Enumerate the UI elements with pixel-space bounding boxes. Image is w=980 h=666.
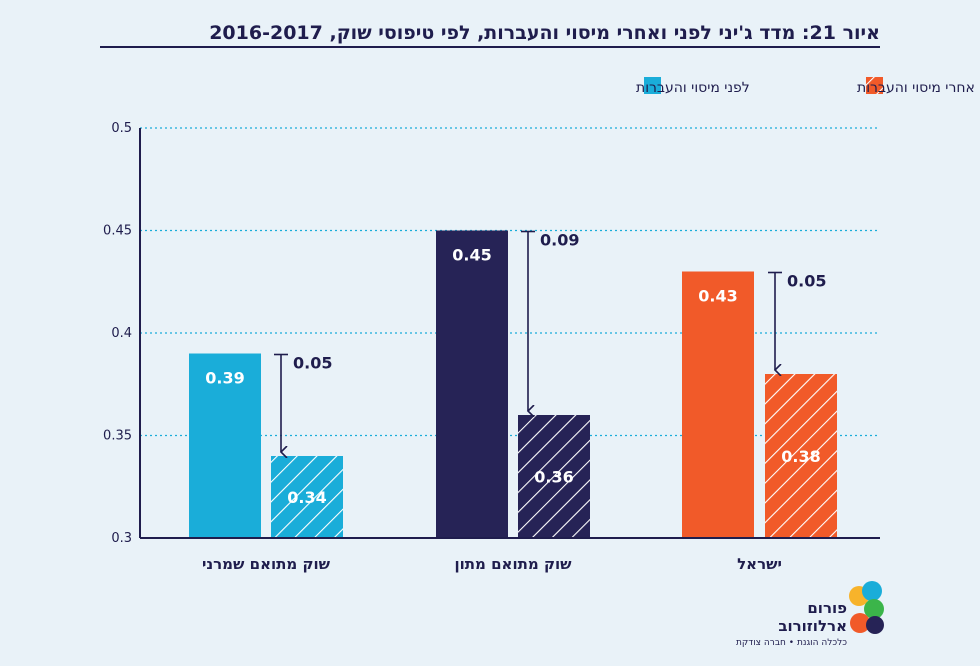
y-tick-label: 0.35 <box>103 429 132 444</box>
bars <box>189 230 837 538</box>
legend-after-label: אחרי מיסוי והעברות <box>857 80 975 96</box>
data-label-before: 0.45 <box>452 246 491 265</box>
bar-after <box>271 456 343 538</box>
bar-after <box>765 374 837 538</box>
y-axis-ticks: 0.3 0.35 0.4 0.45 0.5 <box>103 121 132 546</box>
data-labels: 0.39 0.34 0.05 0.45 0.36 0.09 0.43 0.38 0.05 <box>205 231 826 508</box>
y-tick-label: 0.4 <box>111 326 132 341</box>
y-tick-label: 0.3 <box>111 531 132 546</box>
legend: אחרי מיסוי והעברות לפני מיסוי והעברות <box>636 77 975 96</box>
category-label: שוק מתואם שמרני <box>202 555 331 573</box>
bar-before <box>436 230 508 538</box>
data-label-after: 0.36 <box>534 468 573 487</box>
logo-name-line2: ארלוזורוב <box>778 617 847 635</box>
category-labels: שוק מתואם שמרני שוק מתואם מתון ישראל <box>202 555 782 573</box>
data-label-before: 0.43 <box>698 287 737 306</box>
legend-after-swatch <box>866 77 883 94</box>
bar-after <box>518 415 590 538</box>
data-label-after: 0.38 <box>781 447 820 466</box>
bar-before <box>189 353 261 538</box>
legend-before-label: לפני מיסוי והעברות <box>636 80 750 96</box>
data-label-after: 0.34 <box>287 488 326 507</box>
difference-label: 0.09 <box>540 231 579 250</box>
legend-before-swatch <box>644 77 661 94</box>
bar-before <box>682 271 754 538</box>
logo-tagline: כלכלה הוגנת • חברה צודקת <box>736 638 847 648</box>
difference-label: 0.05 <box>787 272 826 291</box>
forum-logo-icon <box>849 581 884 634</box>
category-label: ישראל <box>737 555 782 573</box>
difference-arrows <box>274 230 782 453</box>
logo-name-line1: פורום <box>807 599 847 617</box>
gridlines <box>140 127 880 437</box>
y-tick-label: 0.45 <box>103 224 132 239</box>
title-underline <box>100 46 880 48</box>
difference-label: 0.05 <box>293 354 332 373</box>
y-tick-label: 0.5 <box>111 121 132 136</box>
data-label-before: 0.39 <box>205 369 244 388</box>
chart-title: איור 21: מדד ג'יני לפני ואחרי מיסוי והעב… <box>209 22 880 44</box>
category-label: שוק מתואם מתון <box>454 555 572 573</box>
